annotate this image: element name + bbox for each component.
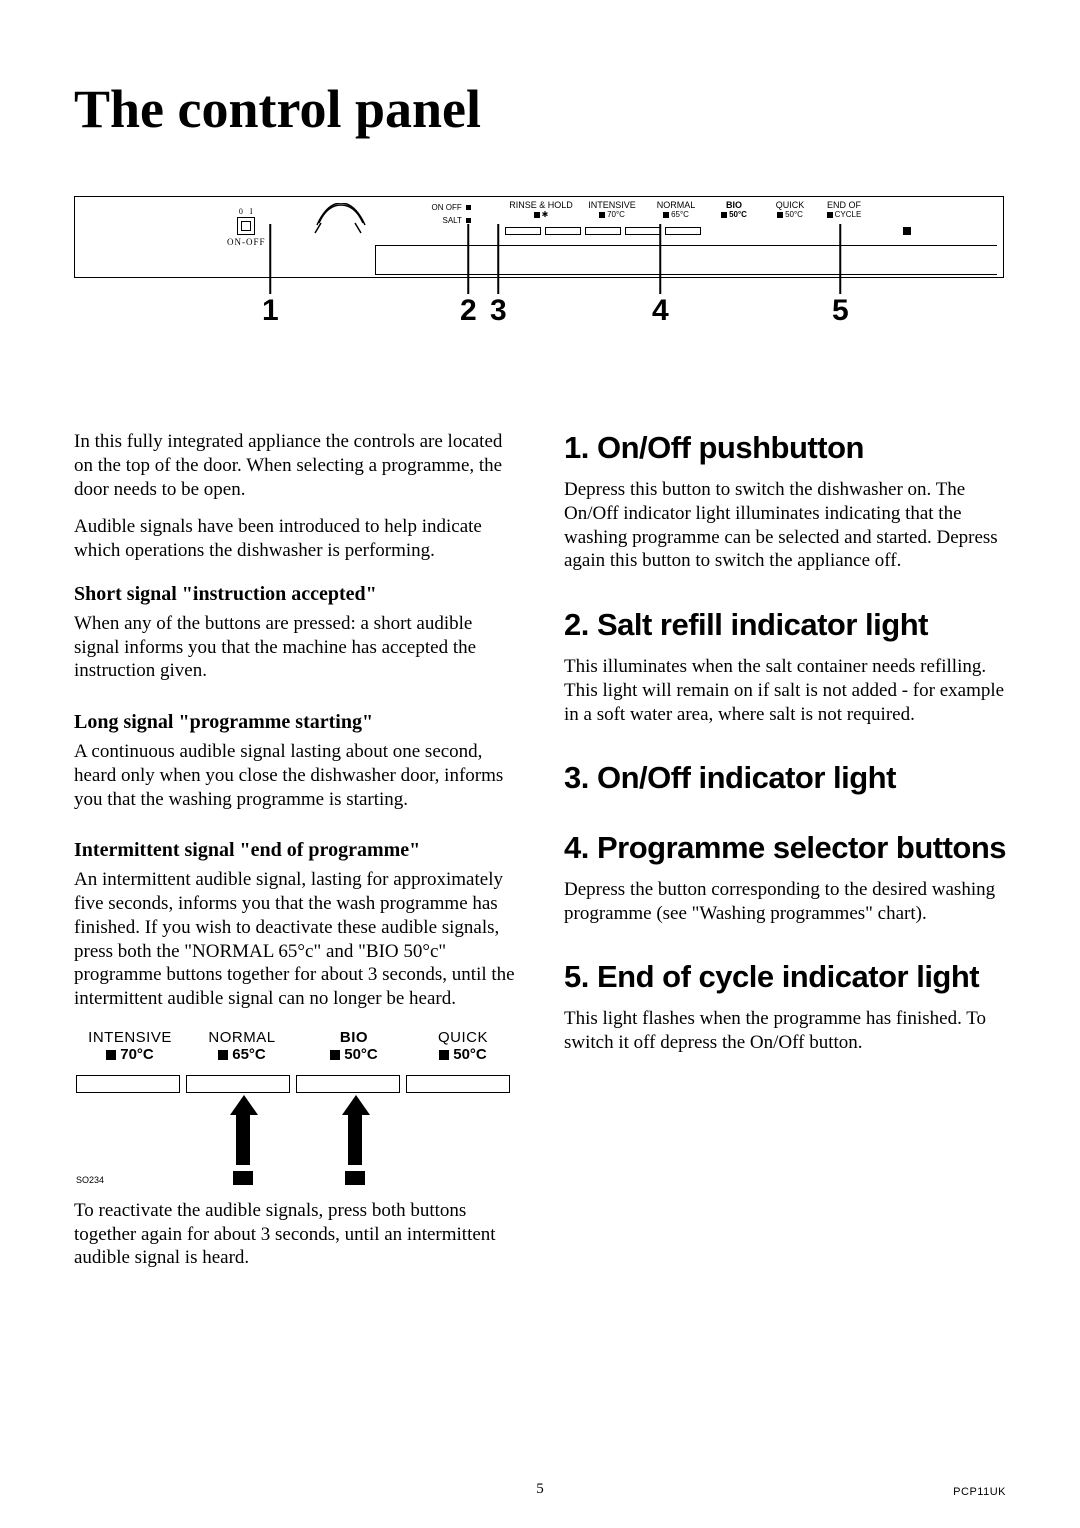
section-2-heading: 2. Salt refill indicator light — [564, 607, 1006, 643]
document-code: PCP11UK — [953, 1486, 1006, 1498]
onoff-button-icon: 0 I ON-OFF — [227, 207, 266, 247]
callout-2: 2 — [460, 294, 477, 328]
indicator-labels-left: ON OFF SALT — [413, 203, 471, 229]
programme-top-labels: RINSE & HOLD✱ INTENSIVE70°C NORMAL65°C B… — [505, 201, 871, 220]
arrow-up-icon — [230, 1095, 256, 1185]
callout-4: 4 — [652, 294, 669, 328]
section-5-para: This light flashes when the programme ha… — [564, 1007, 1006, 1055]
prog-label-normal: NORMAL65°C — [186, 1029, 298, 1063]
prog-label-quick: QUICK50°C — [410, 1029, 516, 1063]
section-4-para: Depress the button corresponding to the … — [564, 878, 1006, 926]
section-1-heading: 1. On/Off pushbutton — [564, 430, 1006, 466]
para-reactivate: To reactivate the audible signals, press… — [74, 1199, 516, 1270]
section-1-para: Depress this button to switch the dishwa… — [564, 478, 1006, 573]
section-2-para: This illuminates when the salt container… — [564, 655, 1006, 726]
figure-code: SO234 — [76, 1175, 104, 1185]
page-title: The control panel — [74, 78, 1006, 140]
section-5-heading: 5. End of cycle indicator light — [564, 959, 1006, 995]
right-column: 1. On/Off pushbutton Depress this button… — [564, 430, 1006, 1284]
para-long-signal: A continuous audible signal lasting abou… — [74, 740, 516, 811]
arrow-up-icon — [342, 1095, 368, 1185]
control-panel-diagram: 0 I ON-OFF ON OFF SALT RINSE & HOLD✱ INT… — [74, 196, 1004, 356]
end-of-cycle-indicator-icon — [903, 227, 911, 235]
onoff-btn-label: ON-OFF — [227, 237, 266, 247]
section-4-heading: 4. Programme selector buttons — [564, 830, 1006, 866]
callout-3: 3 — [490, 294, 507, 328]
para-short-signal: When any of the buttons are pressed: a s… — [74, 612, 516, 683]
heading-long-signal: Long signal "programme starting" — [74, 711, 516, 734]
intro-para-1: In this fully integrated appliance the c… — [74, 430, 516, 501]
page-number: 5 — [536, 1481, 544, 1498]
callout-5: 5 — [832, 294, 849, 328]
prog-label-intensive: INTENSIVE70°C — [74, 1029, 186, 1063]
section-3-heading: 3. On/Off indicator light — [564, 760, 1006, 796]
programme-button-row — [505, 227, 701, 235]
intro-para-2: Audible signals have been introduced to … — [74, 515, 516, 563]
panel-outline: 0 I ON-OFF ON OFF SALT RINSE & HOLD✱ INT… — [74, 196, 1004, 278]
para-intermittent-signal: An intermittent audible signal, lasting … — [74, 868, 516, 1011]
heading-short-signal: Short signal "instruction accepted" — [74, 583, 516, 606]
callout-1: 1 — [262, 294, 279, 328]
programme-buttons-figure: INTENSIVE70°C NORMAL65°C BIO50°C QUICK50… — [74, 1029, 516, 1185]
prog-label-bio: BIO50°C — [298, 1029, 410, 1063]
heading-intermittent-signal: Intermittent signal "end of programme" — [74, 839, 516, 862]
left-column: In this fully integrated appliance the c… — [74, 430, 516, 1284]
prog-button-outlines — [76, 1075, 510, 1093]
tap-icon — [311, 203, 371, 243]
